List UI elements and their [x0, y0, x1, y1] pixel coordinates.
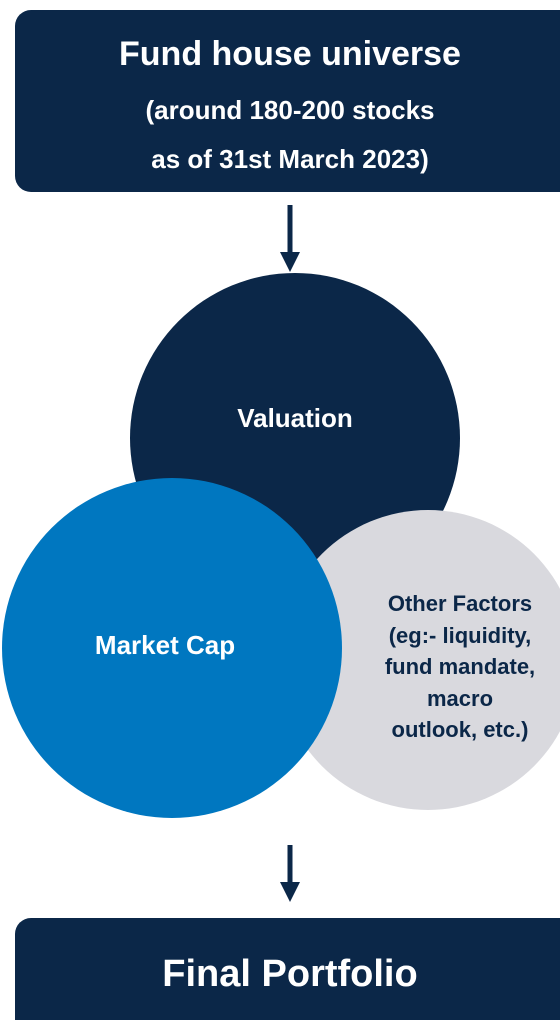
top-box: [15, 10, 560, 192]
top-box-line: (around 180-200 stocks: [145, 95, 434, 125]
top-box-line: as of 31st March 2023): [151, 144, 428, 174]
arrow: [280, 845, 300, 902]
other-factors-line: macro: [427, 686, 493, 711]
top-box-title: Fund house universe: [119, 35, 461, 73]
other-factors-line: fund mandate,: [385, 654, 535, 679]
market-cap-circle: [2, 478, 342, 818]
other-factors-line: (eg:- liquidity,: [389, 623, 532, 648]
other-factors-line: outlook, etc.): [392, 717, 529, 742]
bottom-box: [15, 918, 560, 1020]
arrow: [280, 205, 300, 272]
valuation-label: Valuation: [237, 403, 353, 433]
other-factors-line: Other Factors: [388, 591, 532, 616]
bottom-box-title: Final Portfolio: [162, 953, 417, 995]
market-cap-label: Market Cap: [95, 630, 235, 660]
other-factors-circle: [278, 510, 560, 810]
